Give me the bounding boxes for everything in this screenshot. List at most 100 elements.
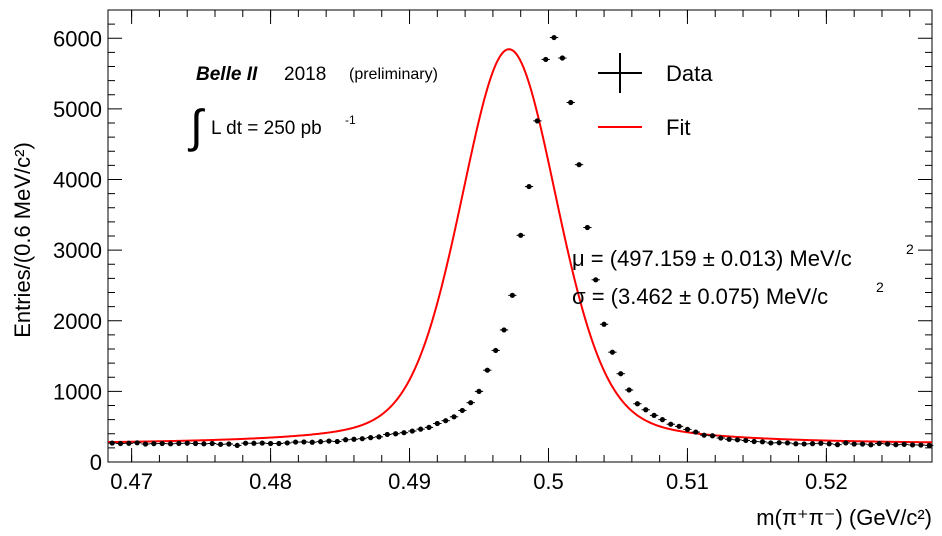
- data-point: [674, 423, 684, 429]
- data-point: [758, 439, 767, 445]
- y-tick-label: 5000: [53, 97, 102, 122]
- data-point: [916, 442, 926, 448]
- data-point-marker: [609, 349, 616, 355]
- data-point-marker: [526, 183, 532, 190]
- data-point: [925, 442, 934, 449]
- data-point-marker: [209, 440, 215, 447]
- legend: Data Fit: [598, 53, 713, 140]
- data-point: [416, 426, 425, 432]
- y-axis: 0 1000 2000 3000 4000 5000 6000: [53, 9, 932, 475]
- data-point-marker: [726, 436, 732, 442]
- fit-curve-group: [107, 48, 933, 444]
- x-axis: 0.47 0.48 0.49 0.5 0.51 0.52: [110, 10, 911, 494]
- data-point-marker: [151, 441, 157, 447]
- data-point: [875, 440, 884, 447]
- data-point-marker: [259, 440, 265, 446]
- data-point-marker: [501, 327, 507, 333]
- data-point: [249, 440, 259, 446]
- data-point: [241, 440, 250, 446]
- data-point-marker: [359, 436, 365, 442]
- data-point: [574, 162, 584, 168]
- data-point: [358, 436, 367, 442]
- data-point-marker: [593, 277, 599, 283]
- data-point-marker: [484, 367, 490, 373]
- data-point: [491, 347, 500, 354]
- data-point: [349, 436, 359, 442]
- data-point: [291, 439, 300, 445]
- data-point: [799, 441, 809, 447]
- data-point: [699, 432, 709, 438]
- data-point-marker: [309, 439, 315, 445]
- data-point: [116, 440, 125, 447]
- data-point-marker: [226, 441, 232, 447]
- data-point: [341, 437, 350, 443]
- data-point-marker: [559, 55, 565, 61]
- data-point-marker: [134, 440, 140, 446]
- data-point-marker: [109, 440, 115, 446]
- data-point-marker: [801, 441, 807, 447]
- data-point-marker: [393, 431, 399, 437]
- data-point-marker: [284, 440, 290, 446]
- data-point-marker: [201, 441, 207, 447]
- x-axis-title: m(π⁺π⁻) (GeV/c²): [756, 505, 932, 530]
- data-point-marker: [376, 434, 382, 440]
- data-point: [333, 438, 342, 445]
- data-point-marker: [918, 442, 924, 448]
- data-point: [566, 99, 575, 106]
- data-point-marker: [493, 347, 499, 354]
- data-point-marker: [834, 442, 841, 448]
- data-point-marker: [634, 401, 641, 407]
- data-point-marker: [584, 224, 590, 231]
- data-point: [708, 433, 717, 439]
- data-point-marker: [192, 440, 199, 447]
- data-point: [208, 440, 217, 447]
- data-point: [274, 440, 284, 447]
- data-point: [641, 407, 650, 413]
- data-point: [374, 434, 384, 440]
- data-point: [316, 439, 325, 445]
- data-point-marker: [776, 440, 782, 446]
- data-point: [158, 440, 167, 447]
- data-point-marker: [843, 440, 849, 446]
- fit-result-sigma: σ = (3.462 ± 0.075) MeV/c: [572, 284, 828, 309]
- data-point-marker: [184, 440, 190, 446]
- data-point: [624, 387, 634, 393]
- experiment-label: Belle II: [196, 64, 258, 85]
- data-point-marker: [759, 439, 766, 445]
- data-point-marker: [893, 442, 899, 448]
- data-point: [833, 442, 842, 448]
- data-point-marker: [718, 435, 724, 441]
- data-point: [133, 440, 142, 446]
- data-point-marker: [926, 442, 932, 449]
- data-point: [883, 441, 892, 447]
- data-point-marker: [884, 441, 891, 447]
- data-point-marker: [626, 387, 632, 393]
- data-point: [324, 438, 334, 444]
- data-point: [408, 428, 417, 434]
- data-point-marker: [551, 34, 557, 41]
- data-point: [299, 439, 309, 445]
- data-points-group: [108, 34, 934, 449]
- data-point: [666, 421, 675, 427]
- data-point: [649, 412, 659, 418]
- legend-fit-label: Fit: [666, 115, 690, 140]
- data-point-marker: [543, 56, 549, 63]
- data-point-marker: [292, 439, 299, 445]
- data-point: [508, 292, 517, 298]
- data-point: [583, 224, 592, 231]
- y-tick-label: 6000: [53, 26, 102, 51]
- data-point-marker: [267, 440, 274, 447]
- data-point-marker: [301, 439, 307, 445]
- data-point-marker: [659, 417, 666, 423]
- data-point-marker: [709, 433, 716, 439]
- data-point: [433, 420, 442, 427]
- data-point-marker: [451, 414, 457, 420]
- fit-result-mu-superscript: 2: [906, 241, 914, 257]
- data-point: [449, 414, 459, 420]
- data-point: [724, 436, 734, 442]
- data-point: [233, 442, 242, 449]
- data-point-marker: [876, 440, 882, 447]
- data-point: [808, 441, 817, 447]
- data-point: [458, 407, 467, 414]
